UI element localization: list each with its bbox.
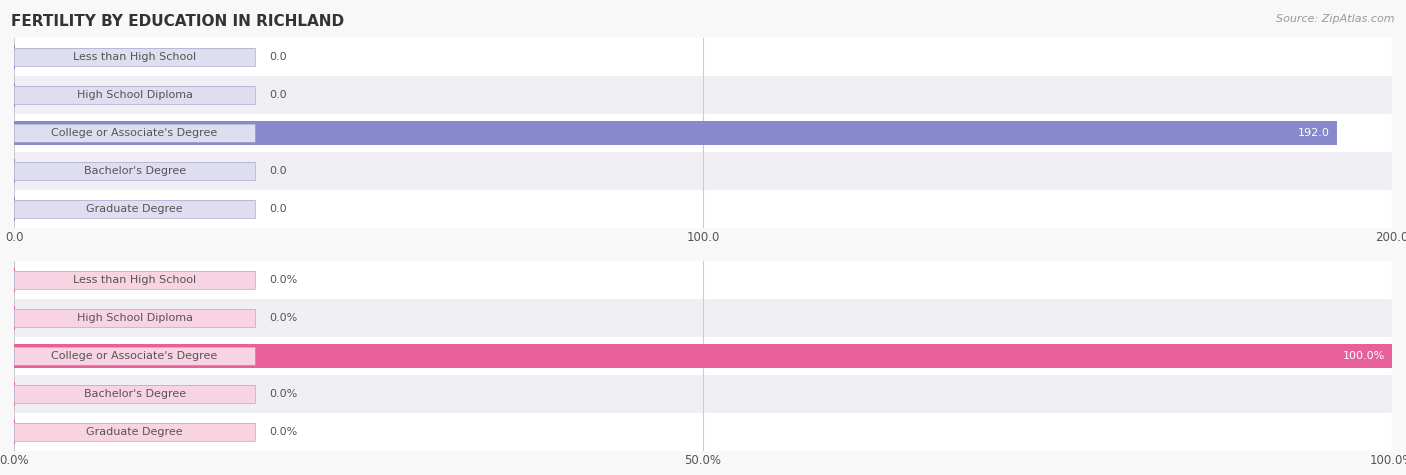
Bar [14,124,256,142]
Bar [14,385,256,403]
Text: College or Associate's Degree: College or Associate's Degree [52,351,218,361]
Bar [14,385,256,403]
Bar [14,423,256,441]
Bar [14,375,1392,413]
Bar [14,162,256,180]
Bar [14,337,1392,375]
Text: Less than High School: Less than High School [73,275,197,285]
Bar [14,385,256,403]
Bar [14,86,256,104]
Bar [14,48,256,66]
Text: Graduate Degree: Graduate Degree [86,204,183,214]
Bar [14,309,256,327]
Bar [14,200,256,218]
Text: College or Associate's Degree: College or Associate's Degree [52,128,218,138]
Bar [14,121,1337,145]
Text: High School Diploma: High School Diploma [76,90,193,100]
Bar [14,347,256,365]
Bar [14,86,256,104]
Text: Less than High School: Less than High School [73,52,197,62]
Bar [14,152,1392,190]
Bar [14,200,256,218]
Bar [14,299,1392,337]
Bar [14,309,256,327]
Bar [14,261,1392,299]
Text: 0.0%: 0.0% [269,313,297,323]
Text: High School Diploma: High School Diploma [76,313,193,323]
Bar [14,200,256,218]
Text: 0.0%: 0.0% [269,427,297,437]
Bar [14,162,256,180]
Bar [14,86,256,104]
Bar [14,347,256,365]
Bar [14,124,256,142]
Bar [14,48,256,66]
Bar [14,38,1392,76]
Text: 0.0: 0.0 [269,166,287,176]
Bar [14,423,256,441]
Bar [14,48,256,66]
Bar [14,271,256,289]
Text: 100.0%: 100.0% [1343,351,1385,361]
Text: 0.0: 0.0 [269,52,287,62]
Bar [14,124,256,142]
Bar [14,413,1392,451]
Text: 0.0: 0.0 [269,90,287,100]
Bar [14,162,256,180]
Text: FERTILITY BY EDUCATION IN RICHLAND: FERTILITY BY EDUCATION IN RICHLAND [11,14,344,29]
Bar [14,344,1392,368]
Text: Source: ZipAtlas.com: Source: ZipAtlas.com [1277,14,1395,24]
Text: 0.0: 0.0 [269,204,287,214]
Bar [14,114,1392,152]
Text: Bachelor's Degree: Bachelor's Degree [83,389,186,399]
Bar [14,309,256,327]
Text: Bachelor's Degree: Bachelor's Degree [83,166,186,176]
Bar [14,76,1392,114]
Bar [14,347,256,365]
Bar [14,271,256,289]
Text: 192.0: 192.0 [1298,128,1330,138]
Text: Graduate Degree: Graduate Degree [86,427,183,437]
Text: 0.0%: 0.0% [269,389,297,399]
Text: 0.0%: 0.0% [269,275,297,285]
Bar [14,271,256,289]
Bar [14,423,256,441]
Bar [14,190,1392,228]
